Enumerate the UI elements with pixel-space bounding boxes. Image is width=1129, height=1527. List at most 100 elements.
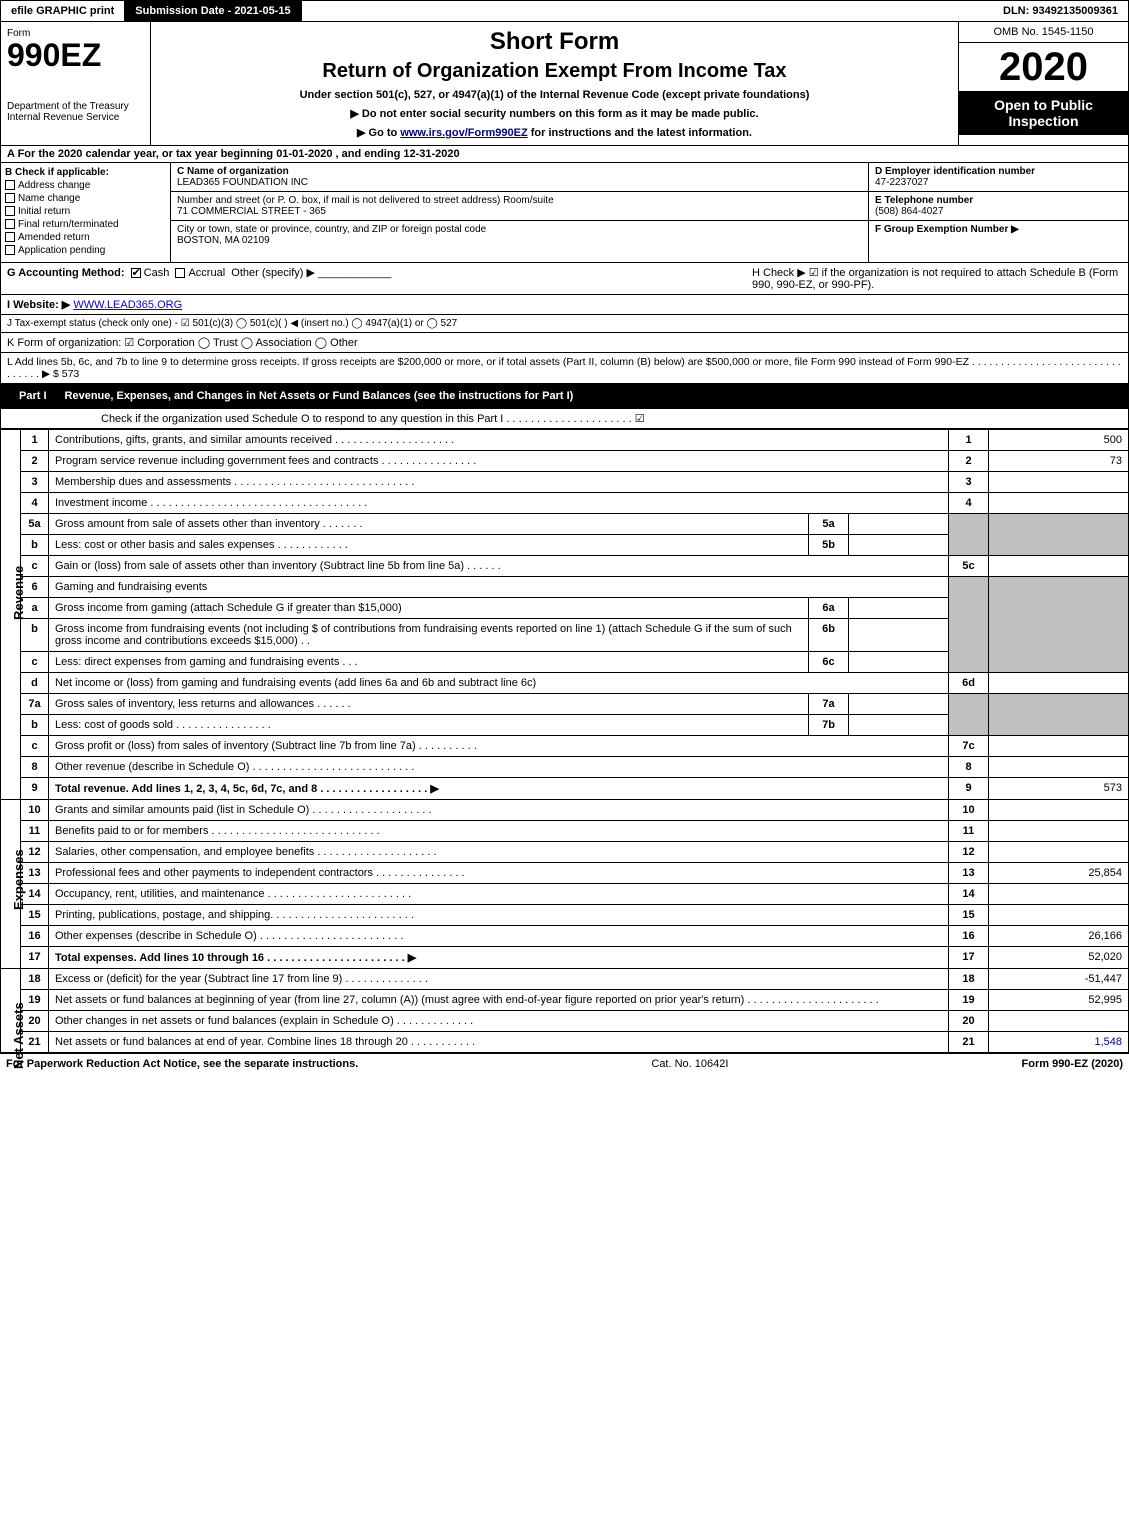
ln18-desc: Excess or (deficit) for the year (Subtra… — [49, 969, 949, 990]
ln19-numcol: 19 — [949, 990, 989, 1011]
cb-address-change[interactable]: Address change — [5, 180, 166, 191]
ln13-desc: Professional fees and other payments to … — [49, 863, 949, 884]
row-I: I Website: ▶ WWW.LEAD365.ORG — [0, 295, 1129, 315]
cb-name-change[interactable]: Name change — [5, 193, 166, 204]
ln4-desc: Investment income . . . . . . . . . . . … — [49, 493, 949, 514]
ln1-numcol: 1 — [949, 430, 989, 451]
ln16-num: 16 — [21, 926, 49, 947]
org-city-block: City or town, state or province, country… — [171, 221, 868, 249]
ln5c-desc: Gain or (loss) from sale of assets other… — [49, 556, 949, 577]
ln12-val — [989, 842, 1129, 863]
ln5b-subval — [849, 535, 949, 556]
ln1-desc: Contributions, gifts, grants, and simila… — [49, 430, 949, 451]
org-name-block: C Name of organization LEAD365 FOUNDATIO… — [171, 163, 868, 192]
ln6-desc: Gaming and fundraising events — [49, 577, 949, 598]
ln6a-subval — [849, 598, 949, 619]
cb-cash[interactable] — [131, 268, 141, 278]
ln10-num: 10 — [21, 800, 49, 821]
ln6c-subval — [849, 652, 949, 673]
ln9-val: 573 — [989, 778, 1129, 800]
ln5-grey — [949, 514, 989, 556]
ln20-desc: Other changes in net assets or fund bala… — [49, 1011, 949, 1032]
ln14-desc: Occupancy, rent, utilities, and maintena… — [49, 884, 949, 905]
ln17-numcol: 17 — [949, 947, 989, 969]
G-accounting: G Accounting Method: Cash Accrual Other … — [7, 266, 752, 291]
cb-application-pending[interactable]: Application pending — [5, 245, 166, 256]
header-right: OMB No. 1545-1150 2020 Open to Public In… — [958, 22, 1128, 145]
footer-left: For Paperwork Reduction Act Notice, see … — [6, 1058, 358, 1070]
ln5b-desc: Less: cost or other basis and sales expe… — [49, 535, 809, 556]
efile-tab[interactable]: efile GRAPHIC print — [1, 1, 125, 21]
ln6d-numcol: 6d — [949, 673, 989, 694]
ln16-numcol: 16 — [949, 926, 989, 947]
part-I-bar: Part I Revenue, Expenses, and Changes in… — [0, 384, 1129, 409]
ln17-num: 17 — [21, 947, 49, 969]
form-of-org: K Form of organization: ☑ Corporation ◯ … — [7, 336, 1122, 349]
ln6b-subval — [849, 619, 949, 652]
tel-label: E Telephone number — [875, 195, 973, 206]
ln11-val — [989, 821, 1129, 842]
cb-accrual[interactable] — [175, 268, 185, 278]
ln21-numcol: 21 — [949, 1032, 989, 1053]
ln6c-sub: 6c — [809, 652, 849, 673]
ln7-greyval — [989, 694, 1129, 736]
ln21-val: 1,548 — [989, 1032, 1129, 1053]
row-J: J Tax-exempt status (check only one) - ☑… — [0, 315, 1129, 333]
ln6d-num: d — [21, 673, 49, 694]
ln10-numcol: 10 — [949, 800, 989, 821]
revenue-vlabel: Revenue — [1, 430, 21, 800]
ein-value: 47-2237027 — [875, 177, 928, 188]
ln9-num: 9 — [21, 778, 49, 800]
ln5a-sub: 5a — [809, 514, 849, 535]
ln6c-desc: Less: direct expenses from gaming and fu… — [49, 652, 809, 673]
website-link[interactable]: WWW.LEAD365.ORG — [73, 299, 182, 311]
ln4-num: 4 — [21, 493, 49, 514]
lines-table: Revenue 1 Contributions, gifts, grants, … — [0, 429, 1129, 1053]
ln6-greyval — [989, 577, 1129, 673]
ln6-grey — [949, 577, 989, 673]
ln5a-subval — [849, 514, 949, 535]
ln5b-sub: 5b — [809, 535, 849, 556]
tel-block: E Telephone number (508) 864-4027 — [869, 192, 1128, 221]
ln10-val — [989, 800, 1129, 821]
note2-pre: ▶ Go to — [357, 127, 400, 139]
B-heading: B Check if applicable: — [5, 167, 109, 178]
ln11-desc: Benefits paid to or for members . . . . … — [49, 821, 949, 842]
dept-label: Department of the Treasury Internal Reve… — [7, 101, 144, 123]
ln19-desc: Net assets or fund balances at beginning… — [49, 990, 949, 1011]
ln15-val — [989, 905, 1129, 926]
ln9-numcol: 9 — [949, 778, 989, 800]
org-city: BOSTON, MA 02109 — [177, 235, 270, 246]
cb-initial-return[interactable]: Initial return — [5, 206, 166, 217]
ln6b-desc: Gross income from fundraising events (no… — [49, 619, 809, 652]
ln10-desc: Grants and similar amounts paid (list in… — [49, 800, 949, 821]
ln7a-subval — [849, 694, 949, 715]
top-bar: efile GRAPHIC print Submission Date - 20… — [0, 0, 1129, 22]
form-subtext: Under section 501(c), 527, or 4947(a)(1)… — [157, 89, 952, 101]
ln3-num: 3 — [21, 472, 49, 493]
ln4-numcol: 4 — [949, 493, 989, 514]
ln5c-numcol: 5c — [949, 556, 989, 577]
ln15-desc: Printing, publications, postage, and shi… — [49, 905, 949, 926]
ln3-desc: Membership dues and assessments . . . . … — [49, 472, 949, 493]
ln5b-num: b — [21, 535, 49, 556]
ln7c-numcol: 7c — [949, 736, 989, 757]
ln5a-desc: Gross amount from sale of assets other t… — [49, 514, 809, 535]
ln7b-subval — [849, 715, 949, 736]
irs-link[interactable]: www.irs.gov/Form990EZ — [400, 127, 527, 139]
ln6b-sub: 6b — [809, 619, 849, 652]
ln7b-sub: 7b — [809, 715, 849, 736]
part-I-title: Revenue, Expenses, and Changes in Net As… — [65, 390, 574, 402]
ln15-numcol: 15 — [949, 905, 989, 926]
open-inspection: Open to Public Inspection — [959, 91, 1128, 135]
ln8-desc: Other revenue (describe in Schedule O) .… — [49, 757, 949, 778]
cb-final-return[interactable]: Final return/terminated — [5, 219, 166, 230]
part-I-check: Check if the organization used Schedule … — [0, 409, 1129, 429]
ln11-num: 11 — [21, 821, 49, 842]
ln2-num: 2 — [21, 451, 49, 472]
ln8-numcol: 8 — [949, 757, 989, 778]
ln21-desc: Net assets or fund balances at end of ye… — [49, 1032, 949, 1053]
ln6c-num: c — [21, 652, 49, 673]
cb-amended-return[interactable]: Amended return — [5, 232, 166, 243]
ln4-val — [989, 493, 1129, 514]
